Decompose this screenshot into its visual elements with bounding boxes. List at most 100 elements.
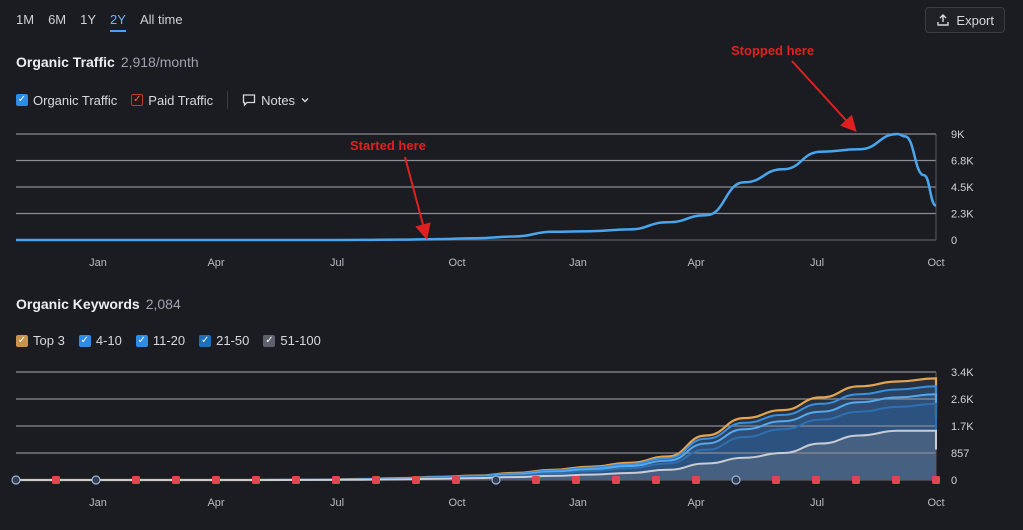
x-tick-label: Jul (810, 257, 824, 269)
x-tick-label: Jan (89, 257, 107, 269)
y-tick-label: 6.8K (951, 156, 974, 168)
series-line (16, 429, 937, 481)
note-marker[interactable] (412, 476, 420, 484)
keywords-legend: ✓ Top 3 ✓ 4-10 ✓ 11-20 ✓ 21-50 ✓ 51-100 (16, 333, 321, 348)
note-marker[interactable] (252, 476, 260, 484)
upload-icon (937, 14, 950, 26)
x-tick-label: Oct (927, 257, 944, 269)
legend-divider (227, 91, 229, 109)
stopped-here-annotation: Stopped here (731, 43, 814, 58)
y-tick-label: 9K (951, 129, 965, 141)
note-marker[interactable] (852, 476, 860, 484)
x-tick-label: Jul (330, 257, 344, 269)
y-tick-label: 1.7K (951, 421, 974, 433)
legend-4-10[interactable]: ✓ 4-10 (78, 333, 122, 348)
keywords-chart-y-axis: 0 857 1.7K 2.6K 3.4K (951, 367, 974, 487)
legend-11-20[interactable]: ✓ 11-20 (135, 333, 186, 348)
checkbox-checked-icon: ✓ (131, 94, 144, 106)
export-button[interactable]: Export (925, 7, 1005, 33)
legend-label: 51-100 (280, 333, 321, 348)
note-marker[interactable] (652, 476, 660, 484)
range-tab-6m[interactable]: 6M (48, 12, 67, 27)
x-tick-label: Oct (927, 497, 944, 509)
legend-label: 21-50 (216, 333, 250, 348)
note-marker[interactable] (11, 475, 21, 485)
traffic-title: Organic Traffic (16, 54, 115, 70)
legend-label: Organic Traffic (33, 92, 118, 108)
note-marker[interactable] (491, 475, 501, 485)
traffic-section-title: Organic Traffic 2,918/month (16, 54, 199, 70)
range-tab-all-time[interactable]: All time (139, 12, 183, 27)
x-tick-label: Oct (448, 257, 465, 269)
y-tick-label: 2.6K (951, 394, 974, 406)
note-marker[interactable] (452, 476, 460, 484)
traffic-chart-grid (16, 133, 937, 241)
comment-icon (242, 94, 256, 107)
x-tick-label: Oct (448, 497, 465, 509)
checkbox-checked-icon: ✓ (135, 334, 148, 347)
note-marker[interactable] (692, 476, 700, 484)
checkbox-checked-icon: ✓ (199, 334, 212, 347)
traffic-chart-x-axis: Jan Apr Jul Oct Jan Apr Jul Oct (89, 257, 944, 269)
checkbox-checked-icon: ✓ (16, 334, 28, 347)
note-marker[interactable] (132, 476, 140, 484)
range-tab-1m[interactable]: 1M (16, 12, 35, 27)
note-marker[interactable] (892, 476, 900, 484)
x-tick-label: Apr (687, 497, 704, 509)
x-tick-label: Apr (207, 257, 224, 269)
x-tick-label: Jan (569, 497, 587, 509)
checkbox-checked-icon: ✓ (16, 94, 28, 106)
legend-21-50[interactable]: ✓ 21-50 (199, 333, 249, 348)
organic-keywords-chart: 0 857 1.7K 2.6K 3.4K Jan Apr Jul Oct Jan Apr Jul Oc… (11, 367, 974, 509)
traffic-legend: ✓ Organic Traffic ✓ Paid Traffic Notes (16, 91, 310, 109)
traffic-chart-y-axis: 0 2.3K 4.5K 6.8K 9K (951, 129, 974, 247)
y-tick-label: 2.3K (951, 209, 974, 221)
x-tick-label: Jul (330, 497, 344, 509)
x-tick-label: Jan (569, 257, 587, 269)
note-marker[interactable] (932, 476, 940, 484)
legend-label: 11-20 (152, 333, 186, 348)
note-marker[interactable] (612, 476, 620, 484)
range-tab-2y[interactable]: 2Y (110, 12, 126, 32)
notes-label: Notes (261, 92, 296, 108)
checkbox-checked-icon: ✓ (78, 334, 91, 347)
legend-label: 4-10 (95, 333, 122, 348)
x-tick-label: Jan (89, 497, 107, 509)
x-tick-label: Jul (810, 497, 824, 509)
legend-label: Top 3 (33, 333, 65, 348)
note-marker[interactable] (52, 476, 60, 484)
note-marker[interactable] (91, 475, 101, 485)
y-tick-label: 857 (951, 448, 969, 460)
note-marker[interactable] (731, 475, 741, 485)
note-marker[interactable] (572, 476, 580, 484)
keywords-chart-x-axis: Jan Apr Jul Oct Jan Apr Jul Oct (89, 497, 944, 509)
note-marker[interactable] (372, 476, 380, 484)
range-tab-1y[interactable]: 1Y (80, 12, 97, 27)
note-marker[interactable] (172, 476, 180, 484)
checkbox-checked-icon: ✓ (263, 334, 276, 347)
keywords-chart-lines (16, 377, 938, 482)
note-marker[interactable] (292, 476, 300, 484)
y-tick-label: 4.5K (951, 182, 974, 194)
notes-dropdown[interactable]: Notes (242, 93, 310, 108)
legend-organic-traffic[interactable]: ✓ Organic Traffic (16, 93, 117, 108)
x-tick-label: Apr (207, 497, 224, 509)
note-marker[interactable] (332, 476, 340, 484)
range-tabs: 1M 6M 1Y 2Y All time (16, 12, 183, 32)
series-area (16, 386, 936, 480)
note-marker[interactable] (772, 476, 780, 484)
note-marker[interactable] (812, 476, 820, 484)
series-area (16, 430, 936, 480)
legend-label: Paid Traffic (148, 92, 214, 108)
legend-top-3[interactable]: ✓ Top 3 (16, 333, 65, 348)
legend-51-100[interactable]: ✓ 51-100 (263, 333, 321, 348)
note-marker[interactable] (532, 476, 540, 484)
note-marker[interactable] (212, 476, 220, 484)
y-tick-label: 3.4K (951, 367, 974, 379)
series-area (16, 403, 936, 480)
legend-paid-traffic[interactable]: ✓ Paid Traffic (131, 93, 213, 108)
series-area (16, 378, 936, 480)
chevron-down-icon (301, 98, 309, 103)
organic-traffic-line (16, 132, 937, 242)
keywords-value: 2,084 (145, 296, 181, 312)
